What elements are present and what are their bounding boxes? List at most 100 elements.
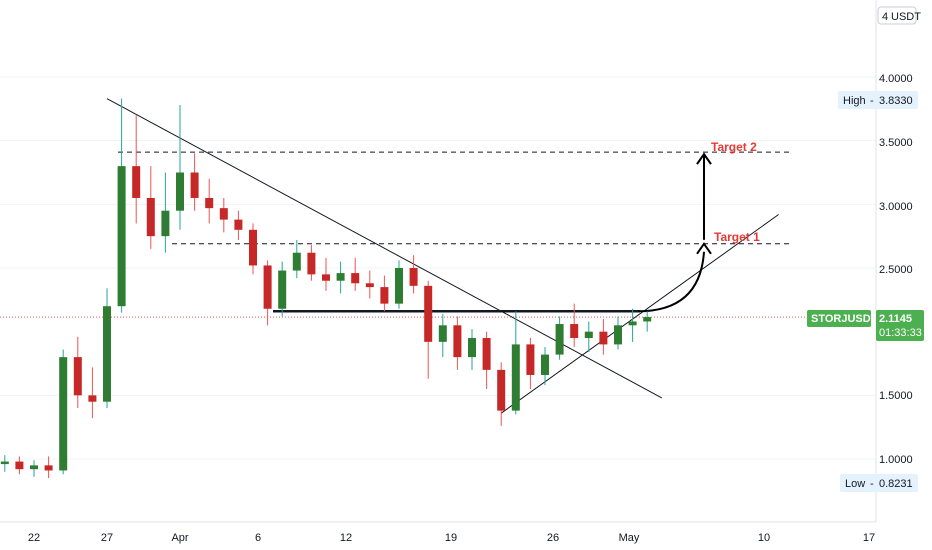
ascending-trendline [500, 214, 779, 414]
candle-body [88, 395, 97, 402]
candle[interactable] [555, 316, 564, 360]
candle-body [336, 273, 345, 281]
pattern-overlay [0, 98, 876, 414]
candle-body [541, 354, 549, 375]
candle-body [59, 357, 68, 471]
candle[interactable] [511, 311, 520, 415]
target-2-arrowhead [696, 152, 712, 165]
candle-body [365, 283, 374, 288]
candle[interactable] [88, 367, 97, 419]
symbol-label: STORJUSDT [811, 313, 878, 325]
candle[interactable] [438, 313, 447, 358]
candle-body [161, 210, 170, 237]
candles[interactable] [0, 98, 652, 479]
candle[interactable] [103, 288, 111, 409]
candle[interactable] [526, 338, 535, 389]
candle-body [555, 324, 564, 355]
candle[interactable] [424, 280, 433, 379]
candle-body [44, 465, 53, 471]
y-tick-3-5: 3.5000 [879, 137, 913, 149]
candle[interactable] [453, 316, 462, 370]
x-tick-12: 12 [340, 532, 352, 544]
currency-scale-digit: 4 [882, 11, 888, 23]
candle[interactable] [117, 98, 126, 313]
candle[interactable] [205, 178, 214, 224]
candle-body [0, 461, 9, 465]
candle[interactable] [628, 308, 637, 342]
candle[interactable] [468, 329, 476, 370]
candle[interactable] [176, 105, 184, 230]
last-price-pill [876, 310, 924, 341]
currency-badge[interactable] [877, 6, 917, 25]
y-tick-3: 3.0000 [879, 201, 913, 213]
candle[interactable] [292, 239, 301, 279]
candle[interactable] [365, 270, 374, 299]
grid [0, 76, 876, 460]
candle-body [117, 166, 126, 307]
candle[interactable] [263, 260, 272, 326]
candle[interactable] [278, 261, 287, 317]
candle[interactable] [44, 456, 53, 479]
candle[interactable] [15, 456, 24, 475]
candle-body [643, 317, 652, 322]
candle[interactable] [482, 331, 491, 389]
candle[interactable] [541, 346, 549, 386]
candle[interactable] [219, 197, 228, 233]
candle-body [599, 331, 608, 345]
x-tick-10: 10 [758, 532, 770, 544]
candle-body [234, 219, 243, 230]
candle[interactable] [599, 318, 608, 355]
x-tick-19: 19 [445, 532, 457, 544]
candle[interactable] [570, 303, 579, 347]
candle[interactable] [322, 257, 330, 291]
low-label: Low [845, 478, 865, 490]
x-tick-27: 27 [101, 532, 113, 544]
low-price-pill [840, 474, 918, 492]
candle[interactable] [409, 255, 418, 294]
candle-body [438, 325, 447, 342]
candle[interactable] [336, 261, 345, 294]
x-tick-6: 6 [255, 532, 261, 544]
target-1-arrowhead [696, 242, 712, 255]
candle-body [526, 344, 535, 375]
y-tick-1-5: 1.5000 [879, 390, 913, 402]
candle[interactable] [614, 316, 622, 350]
y-tick-2-5: 2.5000 [879, 264, 913, 276]
candle[interactable] [351, 257, 360, 291]
candle[interactable] [161, 172, 170, 253]
candle[interactable] [0, 455, 9, 472]
low-value: 0.8231 [879, 478, 913, 490]
candle-body [292, 252, 301, 271]
candle[interactable] [73, 336, 82, 409]
candle[interactable] [249, 223, 257, 275]
candle[interactable] [380, 275, 389, 312]
x-tick-22: 22 [28, 532, 40, 544]
candle[interactable] [395, 260, 403, 309]
candle-body [468, 338, 476, 358]
candle-body [409, 268, 418, 286]
price-axis[interactable]: 4 USDT 4.0000 3.5000 3.0000 2.5000 1.500… [807, 0, 924, 522]
target-1-label: Target 1 [714, 230, 760, 244]
candle[interactable] [643, 311, 652, 332]
candle[interactable] [190, 153, 199, 211]
candle-body [307, 252, 316, 275]
candle[interactable] [497, 362, 506, 426]
candle[interactable] [59, 349, 68, 475]
candle[interactable] [307, 245, 316, 281]
candle[interactable] [584, 321, 593, 353]
high-value: 3.8330 [879, 95, 913, 107]
time-axis[interactable]: 22 27 Apr 6 12 19 26 May 10 17 [0, 521, 876, 544]
x-tick-26: 26 [547, 532, 559, 544]
candle[interactable] [146, 166, 155, 249]
candle-body [614, 325, 622, 345]
candle-body [453, 325, 462, 358]
candle[interactable] [234, 210, 243, 240]
candle-body [482, 338, 491, 370]
candle[interactable] [30, 460, 38, 477]
candle[interactable] [132, 115, 141, 224]
descending-trendline [106, 98, 663, 399]
candle-body [351, 273, 360, 284]
candle-body [322, 274, 330, 281]
x-tick-17: 17 [863, 532, 875, 544]
